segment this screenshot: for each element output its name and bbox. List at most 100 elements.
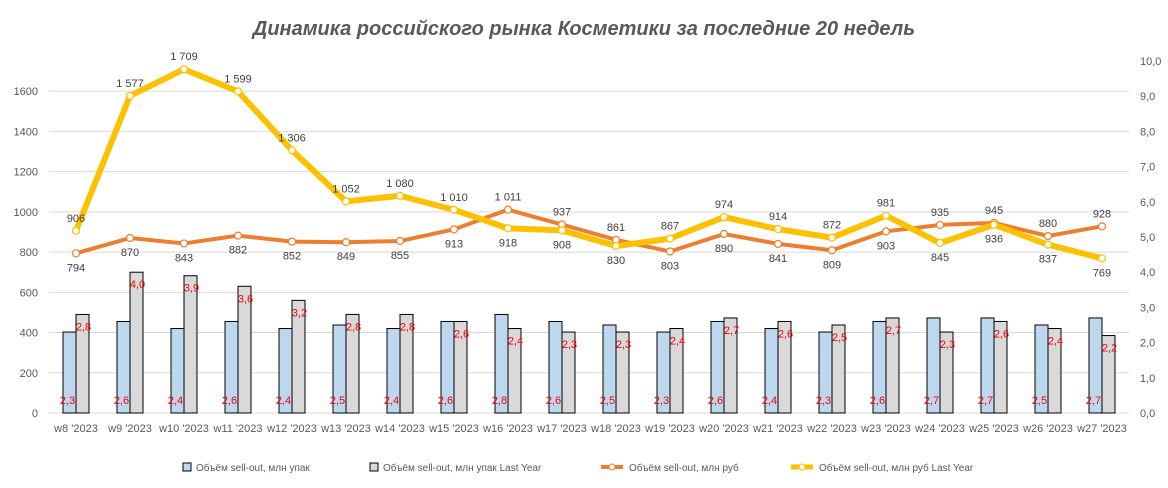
line-marker bbox=[773, 239, 783, 248]
x-tick-label: w13 '2023 bbox=[320, 423, 371, 435]
right-tick-label: 8,0 bbox=[1140, 126, 1155, 138]
series-line bbox=[75, 207, 1103, 256]
bar-data-label: 3,2 bbox=[292, 307, 307, 319]
bar-data-label: 2,6 bbox=[438, 395, 453, 407]
line-marker bbox=[233, 231, 243, 240]
left-tick-label: 1200 bbox=[14, 167, 38, 179]
bar-data-label: 3,6 bbox=[238, 293, 253, 305]
bar-data-label: 2,4 bbox=[762, 395, 777, 407]
x-tick-label: w18 '2023 bbox=[590, 423, 641, 435]
chart-title: Динамика российского рынка Косметики за … bbox=[251, 18, 915, 40]
bar-data-label: 2,3 bbox=[940, 339, 955, 351]
right-axis: 0,0 1,0 2,0 3,0 4,0 5,0 6,0 7,0 8,0 9,0 10,0 bbox=[1140, 56, 1161, 420]
line-marker bbox=[773, 225, 783, 234]
bar bbox=[129, 271, 144, 414]
line-data-label: 1 577 bbox=[116, 78, 144, 90]
x-tick-label: w16 '2023 bbox=[482, 423, 533, 435]
line-marker bbox=[71, 226, 81, 235]
bar bbox=[237, 285, 252, 414]
line-data-label: 937 bbox=[553, 207, 571, 219]
bar bbox=[291, 299, 306, 414]
line-marker bbox=[287, 146, 297, 155]
line-data-label: 935 bbox=[931, 207, 949, 219]
x-tick-label: w17 '2023 bbox=[536, 423, 587, 435]
bar bbox=[507, 328, 522, 414]
x-tick-label: w21 '2023 bbox=[752, 423, 803, 435]
bar-data-label: 2,6 bbox=[708, 395, 723, 407]
line-data-label: 914 bbox=[769, 211, 787, 223]
line-marker bbox=[611, 241, 621, 251]
right-tick-label: 10,0 bbox=[1140, 56, 1161, 68]
bar-data-label: 2,2 bbox=[1102, 343, 1117, 355]
left-tick-label: 400 bbox=[20, 328, 38, 340]
line-marker bbox=[827, 233, 837, 242]
bar-data-label: 2,3 bbox=[816, 395, 831, 407]
line-data-label: 918 bbox=[499, 237, 517, 249]
bar bbox=[453, 320, 468, 414]
gridlines bbox=[49, 90, 1129, 414]
legend-marker bbox=[798, 463, 806, 471]
x-tick-label: w23 '2023 bbox=[860, 423, 911, 435]
line-data-label: 981 bbox=[877, 198, 895, 210]
left-tick-label: 1000 bbox=[14, 207, 38, 219]
bar-data-label: 2,3 bbox=[616, 339, 631, 351]
line-data-label: 872 bbox=[823, 220, 841, 232]
line-marker bbox=[719, 212, 729, 222]
line-data-label: 849 bbox=[337, 251, 355, 263]
left-tick-label: 600 bbox=[20, 287, 38, 299]
line-data-label: 945 bbox=[985, 205, 1003, 217]
right-tick-label: 2,0 bbox=[1140, 338, 1155, 350]
left-tick-label: 800 bbox=[20, 247, 38, 259]
bar-data-label: 2,3 bbox=[60, 395, 75, 407]
line-data-label: 841 bbox=[769, 253, 787, 265]
bar bbox=[831, 324, 846, 414]
right-tick-label: 3,0 bbox=[1140, 302, 1155, 314]
line-marker bbox=[395, 191, 405, 200]
x-tick-label: w10 '2023 bbox=[158, 423, 209, 435]
line-marker bbox=[881, 211, 891, 220]
bar-data-label: 2,4 bbox=[276, 395, 291, 407]
line-data-label: 913 bbox=[445, 238, 463, 250]
x-tick-label: w20 '2023 bbox=[698, 423, 749, 435]
line-marker bbox=[233, 87, 243, 96]
bar-data-label: 2,4 bbox=[508, 336, 523, 348]
bar-data-label: 2,4 bbox=[168, 395, 183, 407]
bar bbox=[399, 313, 414, 414]
line-marker bbox=[71, 249, 81, 258]
x-tick-label: w27 '2023 bbox=[1076, 423, 1127, 435]
line-marker bbox=[449, 205, 459, 214]
line-data-label: 908 bbox=[553, 239, 571, 251]
bar-data-label: 2,7 bbox=[1086, 395, 1101, 407]
line-data-label: 867 bbox=[661, 221, 679, 233]
bar-data-label: 2,8 bbox=[76, 321, 91, 333]
line-marker bbox=[719, 229, 729, 239]
legend: Объём sell-out, млн упак Объём sell-out, … bbox=[182, 462, 974, 474]
bar-data-label: 2,6 bbox=[778, 328, 793, 340]
line-marker bbox=[827, 246, 837, 255]
line-data-label: 928 bbox=[1093, 208, 1111, 220]
line-data-label: 1 080 bbox=[386, 178, 414, 190]
bar-data-label: 2,4 bbox=[384, 395, 399, 407]
right-tick-label: 4,0 bbox=[1140, 267, 1155, 279]
x-tick-label: w11 '2023 bbox=[213, 423, 263, 435]
left-tick-label: 0 bbox=[32, 408, 38, 420]
line-data-label: 809 bbox=[823, 259, 841, 271]
left-tick-label: 1400 bbox=[14, 126, 38, 138]
legend-label: Объём sell-out, млн упак bbox=[196, 462, 310, 474]
x-tick-label: w14 '2023 bbox=[374, 423, 425, 435]
line-marker bbox=[1043, 240, 1053, 249]
x-tick-label: w8 '2023 bbox=[53, 423, 98, 435]
line-data-label: 837 bbox=[1039, 254, 1057, 266]
bar-data-label: 2,6 bbox=[454, 328, 469, 340]
bar-data-label: 2,8 bbox=[400, 321, 415, 333]
x-tick-label: w9 '2023 bbox=[107, 423, 152, 435]
line-marker bbox=[503, 224, 513, 233]
legend-swatch bbox=[369, 462, 379, 472]
line-data-label: 936 bbox=[985, 234, 1003, 246]
bar-data-label: 2,5 bbox=[330, 395, 345, 407]
bar-data-label: 2,6 bbox=[222, 395, 237, 407]
line-data-label: 880 bbox=[1039, 218, 1057, 230]
line-data-label: 845 bbox=[931, 252, 949, 264]
bar-data-label: 2,8 bbox=[492, 395, 507, 407]
line-marker bbox=[503, 205, 513, 214]
